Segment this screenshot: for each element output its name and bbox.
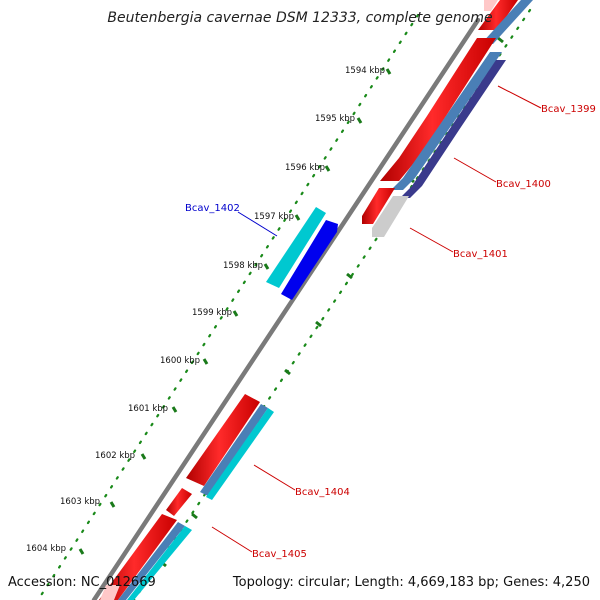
- gene-feature-steelblue[interactable]: [391, 52, 502, 190]
- feature-cluster-lower: [99, 394, 274, 600]
- callout-line-bcav-1404: [253, 464, 296, 491]
- inner-tick-mark: [497, 36, 504, 44]
- outer-dotted-track: [36, 13, 420, 600]
- tick-mark-1604: [78, 548, 85, 555]
- gene-feature-red[interactable]: [99, 514, 177, 600]
- gene-feature-cyan[interactable]: [266, 207, 326, 288]
- gene-feature-pink[interactable]: [100, 585, 120, 600]
- tick-label-1601: 1601 kbp: [128, 404, 168, 414]
- inner-tick-mark: [191, 512, 198, 520]
- tick-mark-1598: [263, 263, 270, 270]
- gene-feature-steelblue[interactable]: [481, 0, 533, 44]
- gene-label-bcav-1400[interactable]: Bcav_1400: [496, 179, 551, 190]
- gene-feature-blue[interactable]: [281, 220, 338, 300]
- callout-line-bcav-1399: [497, 85, 542, 109]
- tick-label-1596: 1596 kbp: [285, 163, 325, 173]
- tick-mark-1597: [294, 214, 301, 221]
- tick-label-1595: 1595 kbp: [315, 114, 355, 124]
- genome-summary-text: Topology: circular; Length: 4,669,183 bp…: [232, 575, 590, 590]
- genome-backbone: [91, 17, 481, 600]
- gene-label-bcav-1404[interactable]: Bcav_1404: [295, 487, 350, 498]
- tick-mark-1600: [202, 358, 209, 365]
- kbp-tick-labels: 1594 kbp 1595 kbp 1596 kbp 1597 kbp 1598…: [26, 66, 385, 554]
- tick-mark-1601: [171, 406, 178, 413]
- tick-label-1603: 1603 kbp: [60, 497, 100, 507]
- gene-feature-steelblue[interactable]: [200, 404, 268, 496]
- gene-label-bcav-1402[interactable]: Bcav_1402: [185, 203, 240, 214]
- gene-callout-lines: [211, 85, 542, 553]
- inner-tick-mark: [346, 272, 353, 280]
- inner-tick-mark: [315, 320, 322, 328]
- tick-label-1594: 1594 kbp: [345, 66, 385, 76]
- callout-line-bcav-1402: [237, 211, 278, 237]
- gene-feature-cyan[interactable]: [206, 408, 274, 500]
- gene-feature-navy[interactable]: [400, 60, 506, 198]
- callout-line-bcav-1400: [453, 157, 497, 183]
- tick-label-1600: 1600 kbp: [160, 356, 200, 366]
- gene-feature-gray[interactable]: [372, 196, 409, 237]
- tick-mark-1602: [140, 453, 147, 460]
- gene-feature-red[interactable]: [380, 38, 496, 181]
- gene-feature-red[interactable]: [166, 488, 192, 516]
- tick-mark-1599: [232, 310, 239, 317]
- tick-label-1597: 1597 kbp: [254, 212, 294, 222]
- tick-label-1602: 1602 kbp: [95, 451, 135, 461]
- gene-labels: Bcav_1399 Bcav_1400 Bcav_1401 Bcav_1402 …: [185, 104, 596, 560]
- feature-cluster-middle: [266, 207, 338, 300]
- callout-line-bcav-1405: [211, 526, 253, 553]
- gene-feature-red[interactable]: [478, 0, 518, 30]
- accession-text: Accession: NC_012669: [8, 575, 156, 590]
- tick-mark-1595: [356, 117, 363, 124]
- tick-mark-1596: [324, 165, 331, 172]
- gene-feature-pink[interactable]: [484, 0, 498, 11]
- tick-label-1598: 1598 kbp: [223, 261, 263, 271]
- inner-tick-mark: [284, 368, 291, 376]
- gene-label-bcav-1405[interactable]: Bcav_1405: [252, 549, 307, 560]
- gene-label-bcav-1401[interactable]: Bcav_1401: [453, 249, 508, 260]
- gene-feature-red[interactable]: [186, 394, 260, 486]
- map-title: Beutenbergia cavernae DSM 12333, complet…: [107, 10, 492, 26]
- tick-mark-1594: [385, 68, 392, 75]
- tick-label-1604: 1604 kbp: [26, 544, 66, 554]
- tick-label-1599: 1599 kbp: [192, 308, 232, 318]
- gene-feature-cyan[interactable]: [127, 526, 192, 600]
- gene-feature-steelblue[interactable]: [118, 522, 185, 600]
- callout-line-bcav-1401: [409, 227, 454, 253]
- feature-cluster-top: [362, 0, 533, 237]
- tick-mark-1603: [109, 501, 116, 508]
- gene-label-bcav-1399[interactable]: Bcav_1399: [541, 104, 596, 115]
- gene-feature-red[interactable]: [362, 188, 395, 224]
